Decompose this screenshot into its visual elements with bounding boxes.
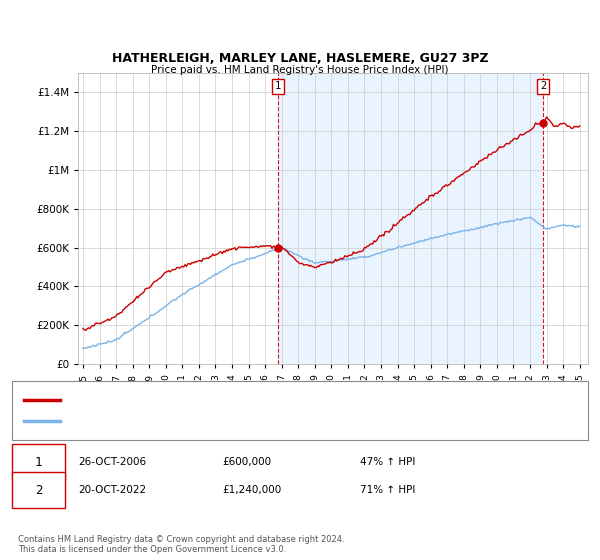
Text: HATHERLEIGH, MARLEY LANE, HASLEMERE, GU27 3PZ (detached house): HATHERLEIGH, MARLEY LANE, HASLEMERE, GU2… — [63, 395, 416, 405]
Text: HPI: Average price, detached house, Chichester: HPI: Average price, detached house, Chic… — [63, 416, 296, 426]
Text: 20-OCT-2022: 20-OCT-2022 — [78, 485, 146, 495]
Text: 2: 2 — [35, 483, 42, 497]
Text: HATHERLEIGH, MARLEY LANE, HASLEMERE, GU27 3PZ: HATHERLEIGH, MARLEY LANE, HASLEMERE, GU2… — [112, 52, 488, 66]
Text: 1: 1 — [35, 455, 42, 469]
Text: £1,240,000: £1,240,000 — [222, 485, 281, 495]
Text: 2: 2 — [540, 81, 546, 91]
Text: Contains HM Land Registry data © Crown copyright and database right 2024.
This d: Contains HM Land Registry data © Crown c… — [18, 535, 344, 554]
Bar — [278, 73, 543, 364]
Text: 26-OCT-2006: 26-OCT-2006 — [78, 457, 146, 467]
Text: £600,000: £600,000 — [222, 457, 271, 467]
Text: 71% ↑ HPI: 71% ↑ HPI — [360, 485, 415, 495]
Text: Price paid vs. HM Land Registry's House Price Index (HPI): Price paid vs. HM Land Registry's House … — [151, 65, 449, 75]
Text: 1: 1 — [275, 81, 281, 91]
Text: 47% ↑ HPI: 47% ↑ HPI — [360, 457, 415, 467]
